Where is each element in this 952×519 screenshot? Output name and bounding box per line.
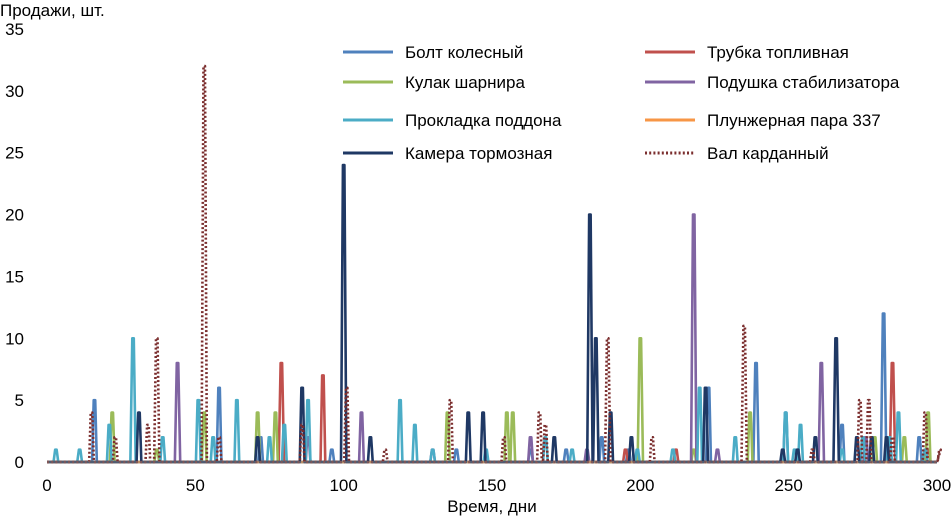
legend-label: Кулак шарнира (405, 73, 525, 92)
x-tick-label: 100 (329, 476, 357, 495)
legend-label: Плунжерная пара 337 (707, 111, 881, 130)
legend: Болт колесный Трубка топливная Кулак шарни… (343, 43, 900, 163)
y-axis-ticks: 0 5 10 15 20 25 30 35 (5, 20, 24, 472)
legend-label: Трубка топливная (707, 43, 849, 62)
y-tick-label: 0 (15, 453, 24, 472)
x-tick-label: 300 (923, 476, 951, 495)
x-axis-title: Время, дни (447, 497, 536, 516)
legend-label: Прокладка поддона (405, 111, 562, 130)
x-tick-label: 150 (478, 476, 506, 495)
x-tick-label: 50 (186, 476, 205, 495)
legend-label: Болт колесный (405, 43, 523, 62)
y-tick-label: 35 (5, 20, 24, 39)
x-axis-ticks: 0 50 100 150 200 250 300 (42, 476, 951, 495)
y-tick-label: 20 (5, 206, 24, 225)
y-tick-label: 10 (5, 329, 24, 348)
x-tick-label: 200 (626, 476, 654, 495)
x-tick-label: 250 (774, 476, 802, 495)
x-tick-label: 0 (42, 476, 51, 495)
series-line-4 (47, 213, 937, 464)
legend-label: Вал карданный (707, 144, 829, 163)
legend-label: Камера тормозная (405, 144, 552, 163)
y-tick-label: 30 (5, 82, 24, 101)
legend-label: Подушка стабилизатора (707, 73, 900, 92)
y-tick-label: 5 (15, 391, 24, 410)
y-tick-label: 25 (5, 144, 24, 163)
y-axis-title: Продажи, шт. (0, 1, 105, 20)
y-tick-label: 15 (5, 267, 24, 286)
